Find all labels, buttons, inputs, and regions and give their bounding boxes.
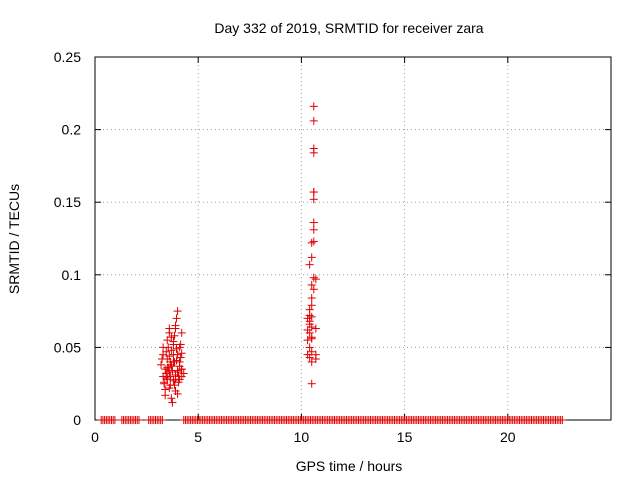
data-point bbox=[162, 347, 171, 356]
data-point bbox=[167, 333, 176, 342]
x-tick-label: 0 bbox=[91, 429, 99, 445]
data-point bbox=[171, 321, 180, 330]
data-point bbox=[165, 324, 174, 333]
data-point bbox=[162, 372, 171, 381]
data-point bbox=[172, 344, 181, 353]
x-axis-label: GPS time / hours bbox=[296, 458, 403, 474]
data-point bbox=[305, 260, 314, 269]
x-tick-label: 10 bbox=[294, 429, 310, 445]
data-point bbox=[172, 356, 181, 365]
data-point-zero bbox=[134, 416, 143, 424]
data-point bbox=[158, 355, 167, 364]
data-point bbox=[179, 369, 188, 378]
data-point bbox=[177, 349, 186, 358]
data-point bbox=[307, 238, 316, 247]
data-point bbox=[307, 379, 316, 388]
data-point bbox=[309, 237, 318, 246]
data-point bbox=[163, 363, 172, 372]
data-point bbox=[166, 381, 175, 390]
data-point bbox=[163, 373, 172, 382]
data-point bbox=[174, 372, 183, 381]
data-point bbox=[311, 350, 320, 359]
x-tick-label: 15 bbox=[397, 429, 413, 445]
data-point bbox=[305, 353, 314, 362]
data-point bbox=[176, 340, 185, 349]
y-tick-label: 0.05 bbox=[54, 339, 81, 355]
data-point bbox=[170, 357, 179, 366]
y-tick-label: 0.15 bbox=[54, 194, 81, 210]
grid-layer bbox=[95, 57, 611, 420]
data-point bbox=[309, 285, 318, 294]
data-point-zero bbox=[558, 416, 567, 424]
data-point bbox=[177, 365, 186, 374]
data-point bbox=[173, 368, 182, 377]
data-point bbox=[307, 357, 316, 366]
data-point bbox=[169, 337, 178, 346]
ticks-layer: 0 5 10 15 20 0 0.05 0.1 0.15 0.2 0.25 bbox=[54, 49, 611, 445]
data-point bbox=[169, 350, 178, 359]
data-point bbox=[307, 312, 316, 321]
data-point bbox=[163, 336, 172, 345]
data-point bbox=[307, 301, 316, 310]
y-tick-label: 0.2 bbox=[62, 122, 82, 138]
data-point bbox=[303, 336, 312, 345]
data-point bbox=[309, 188, 318, 197]
data-point bbox=[168, 398, 177, 407]
chart-title: Day 332 of 2019, SRMTID for receiver zar… bbox=[214, 20, 483, 36]
data-point bbox=[307, 347, 316, 356]
data-point bbox=[305, 317, 314, 326]
data-point bbox=[309, 225, 318, 234]
data-point bbox=[164, 343, 173, 352]
points-layer bbox=[97, 102, 567, 424]
data-point bbox=[309, 116, 318, 125]
data-point bbox=[172, 314, 181, 323]
data-point bbox=[157, 360, 166, 369]
data-point bbox=[169, 376, 178, 385]
data-point bbox=[307, 253, 316, 262]
y-tick-label: 0.25 bbox=[54, 49, 81, 65]
data-point bbox=[177, 328, 186, 337]
data-point bbox=[309, 102, 318, 111]
data-point bbox=[307, 280, 316, 289]
data-point bbox=[307, 334, 316, 343]
data-point bbox=[307, 294, 316, 303]
y-tick-label: 0.1 bbox=[62, 267, 82, 283]
data-point bbox=[167, 394, 176, 403]
plot-frame bbox=[94, 56, 612, 421]
data-point bbox=[311, 275, 320, 284]
y-axis-label: SRMTID / TECUs bbox=[6, 184, 22, 294]
data-point bbox=[161, 385, 170, 394]
data-point bbox=[303, 325, 312, 334]
data-point bbox=[309, 218, 318, 227]
data-point-zero bbox=[158, 416, 167, 424]
data-point bbox=[307, 323, 316, 332]
data-point bbox=[311, 324, 320, 333]
x-tick-label: 5 bbox=[194, 429, 202, 445]
data-point bbox=[160, 378, 169, 387]
data-point bbox=[165, 352, 174, 361]
data-point bbox=[305, 343, 314, 352]
data-point bbox=[309, 195, 318, 204]
data-point bbox=[309, 148, 318, 157]
data-point-zero bbox=[110, 416, 119, 424]
data-point bbox=[168, 366, 177, 375]
x-tick-label: 20 bbox=[500, 429, 516, 445]
data-point bbox=[173, 307, 182, 316]
data-point bbox=[173, 389, 182, 398]
data-point bbox=[309, 273, 318, 282]
data-point bbox=[176, 353, 185, 362]
y-tick-label: 0 bbox=[73, 412, 81, 428]
